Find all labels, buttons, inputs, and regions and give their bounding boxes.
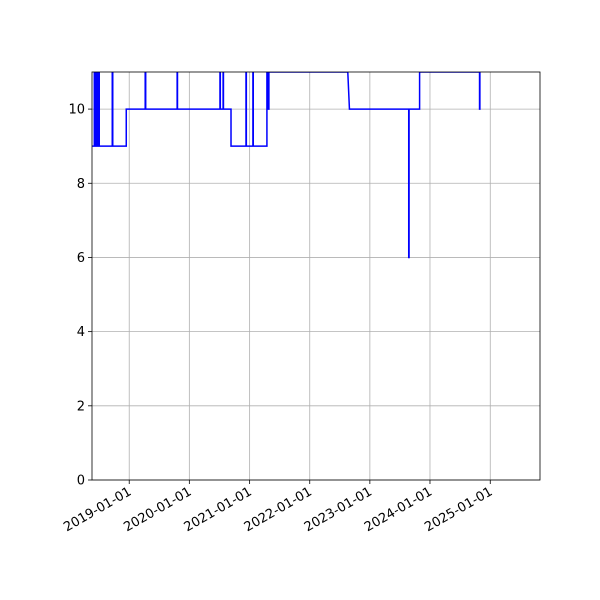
plot-frame — [91, 71, 541, 481]
x-tick-label: 2020-01-01 — [121, 484, 194, 535]
data-line — [92, 72, 481, 259]
y-tick-label: 0 — [77, 474, 85, 489]
y-tick-label: 10 — [68, 103, 85, 118]
y-tick-label: 2 — [77, 399, 85, 414]
x-tick-label: 2025-01-01 — [422, 484, 495, 535]
y-tick-label: 6 — [77, 251, 85, 266]
x-tick-label: 2022-01-01 — [242, 484, 315, 535]
x-tick-label: 2024-01-01 — [362, 484, 435, 535]
x-tick-label: 2021-01-01 — [182, 484, 255, 535]
y-tick-label: 4 — [77, 325, 85, 340]
y-tick-label: 8 — [77, 177, 85, 192]
x-tick-label: 2019-01-01 — [61, 484, 134, 535]
x-tick-label: 2023-01-01 — [302, 484, 375, 535]
